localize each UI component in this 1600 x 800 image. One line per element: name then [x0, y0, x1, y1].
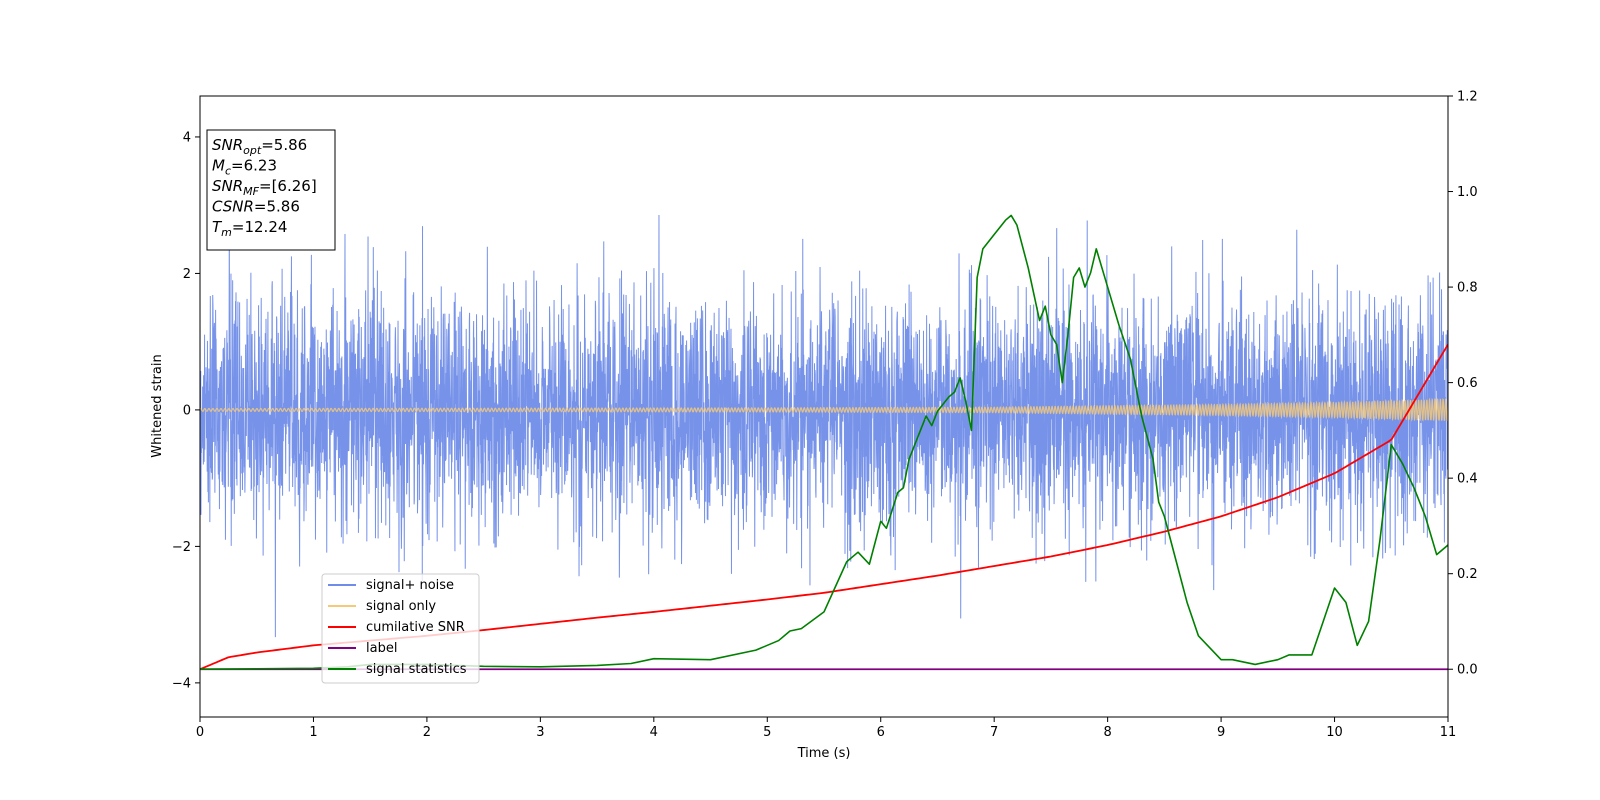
- x-tick-label: 1: [309, 725, 317, 740]
- plot-frame: [199, 95, 1449, 718]
- legend-label: signal statistics: [366, 662, 467, 677]
- y2-tick-label: 1.0: [1457, 185, 1478, 200]
- y-axis-left: −4 −2 0 2 4: [172, 130, 200, 691]
- x-tick-label: 4: [650, 725, 658, 740]
- y-tick-label: 4: [183, 130, 191, 145]
- legend-label: signal only: [366, 599, 436, 614]
- legend-label: cumilative SNR: [366, 620, 465, 635]
- legend-label: label: [366, 641, 397, 656]
- annotation-line: Tm=12.24: [212, 218, 287, 239]
- annotation-line: CSNR=5.86: [212, 198, 300, 216]
- x-tick-label: 3: [536, 725, 544, 740]
- series-signal-statistics: [200, 214, 1448, 671]
- x-tick-label: 6: [877, 725, 885, 740]
- annotation-line: SNRopt=5.86: [212, 136, 307, 157]
- annotation-line: SNRMF=[6.26]: [212, 177, 317, 198]
- x-tick-label: 9: [1217, 725, 1225, 740]
- x-tick-label: 5: [763, 725, 771, 740]
- y-axis-right: 0.0 0.2 0.4 0.6 0.8 1.0 1.2: [1448, 90, 1478, 678]
- x-axis-label: Time (s): [797, 746, 851, 761]
- x-tick-label: 2: [423, 725, 431, 740]
- y-axis-label: Whitened strain: [150, 354, 165, 457]
- x-axis: 0 1 2 3 4 5 6 7 8 9 10 11: [196, 717, 1456, 740]
- y2-tick-label: 0.0: [1457, 663, 1478, 678]
- x-tick-label: 8: [1103, 725, 1111, 740]
- y-tick-label: 2: [183, 267, 191, 282]
- legend: signal+ noise signal only cumilative SNR la…: [321, 573, 480, 684]
- legend-label: signal+ noise: [366, 578, 454, 593]
- y-tick-label: −4: [172, 676, 191, 691]
- legend-frame: [321, 573, 480, 684]
- series-signal-only: [200, 397, 1448, 422]
- series-signal-noise: [200, 204, 1448, 638]
- y2-tick-label: 0.6: [1457, 376, 1478, 391]
- y2-tick-label: 1.2: [1457, 90, 1478, 105]
- x-tick-label: 10: [1326, 725, 1343, 740]
- y2-tick-label: 0.8: [1457, 281, 1478, 296]
- annotation-frame: [206, 129, 336, 251]
- x-tick-label: 7: [990, 725, 998, 740]
- annotation-line: Mc=6.23: [212, 157, 277, 178]
- x-tick-label: 0: [196, 725, 204, 740]
- y2-tick-label: 0.2: [1457, 567, 1478, 582]
- y-tick-label: 0: [183, 403, 191, 418]
- y-tick-label: −2: [172, 540, 191, 555]
- x-tick-label: 11: [1440, 725, 1457, 740]
- y2-tick-label: 0.4: [1457, 472, 1478, 487]
